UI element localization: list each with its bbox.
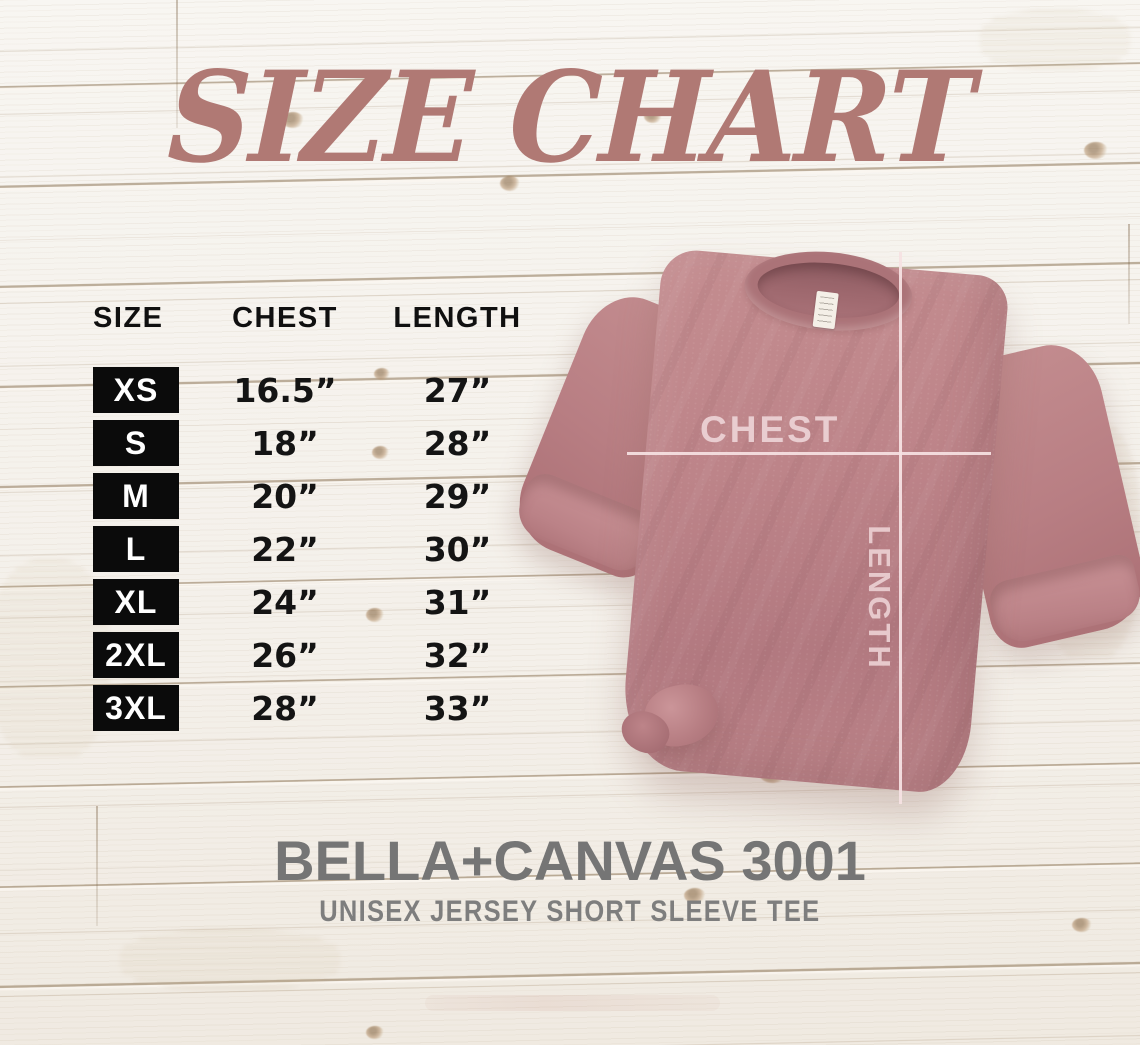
length-value: 31”	[423, 582, 492, 622]
chest-value: 22”	[251, 529, 319, 569]
chest-label: CHEST	[700, 409, 841, 450]
size-badge: XS	[93, 367, 179, 413]
size-badge: S	[93, 420, 179, 466]
wood-knot	[644, 110, 662, 123]
wood-plank-joint	[176, 0, 178, 128]
wood-knot	[366, 608, 384, 622]
table-header-row: SIZE CHEST LENGTH	[85, 300, 550, 336]
chest-value: 20”	[251, 476, 319, 516]
size-badge: 2XL	[93, 632, 179, 678]
chest-value: 24”	[251, 582, 319, 622]
table-row: XS 16.5” 27”	[85, 367, 550, 413]
chest-value: 16.5”	[233, 370, 337, 410]
table-row: XL 24” 31”	[85, 579, 550, 625]
size-badge: L	[93, 526, 179, 572]
tshirt-right-cuff	[986, 551, 1140, 648]
wood-distress-patch	[120, 930, 340, 990]
header-size: SIZE	[93, 301, 164, 334]
wood-distress-patch	[980, 10, 1130, 70]
length-value: 29”	[423, 476, 492, 516]
wood-knot	[1084, 142, 1108, 159]
chest-value: 26”	[251, 635, 319, 675]
wood-knot	[684, 888, 706, 903]
chest-measure-line	[627, 452, 991, 455]
size-badge: M	[93, 473, 179, 519]
table-row: 2XL 26” 32”	[85, 632, 550, 678]
length-value: 32”	[423, 635, 492, 675]
header-chest: CHEST	[232, 301, 338, 334]
wood-knot	[366, 1026, 384, 1039]
chest-value: 18”	[251, 423, 319, 463]
length-value: 30”	[423, 529, 492, 569]
tshirt-photo	[504, 226, 1140, 826]
page-title: SIZE CHART	[165, 44, 975, 192]
wood-knot	[500, 176, 520, 191]
tshirt-shape-group	[499, 202, 1140, 852]
product-subtitle: UNISEX JERSEY SHORT SLEEVE TEE	[0, 895, 1140, 929]
table-row: M 20” 29”	[85, 473, 550, 519]
wood-knot	[372, 446, 389, 459]
wood-plank-joint	[96, 806, 98, 926]
size-badge: 3XL	[93, 685, 179, 731]
length-label: LENGTH	[862, 525, 897, 671]
size-table: SIZE CHEST LENGTH XS 16.5” 27” S 18” 28”…	[85, 300, 550, 738]
tshirt-neck-tag	[812, 290, 839, 330]
table-row: L 22” 30”	[85, 526, 550, 572]
watermark	[425, 995, 720, 1011]
product-subtitle-text: UNISEX JERSEY SHORT SLEEVE TEE	[319, 895, 821, 928]
length-value: 27”	[423, 370, 492, 410]
size-badge: XL	[93, 579, 179, 625]
chest-value: 28”	[251, 688, 319, 728]
wood-plank-joint	[1128, 224, 1130, 324]
wood-knot	[374, 368, 390, 380]
header-length: LENGTH	[393, 301, 522, 334]
wood-knot	[282, 112, 304, 128]
length-value: 33”	[423, 688, 492, 728]
product-name: BELLA+CANVAS 3001	[274, 829, 866, 892]
wood-knot	[1072, 918, 1092, 932]
table-row: 3XL 28” 33”	[85, 685, 550, 731]
table-row: S 18” 28”	[85, 420, 550, 466]
wood-distress-patch	[0, 560, 110, 760]
length-measure-line	[899, 252, 902, 804]
length-value: 28”	[423, 423, 492, 463]
